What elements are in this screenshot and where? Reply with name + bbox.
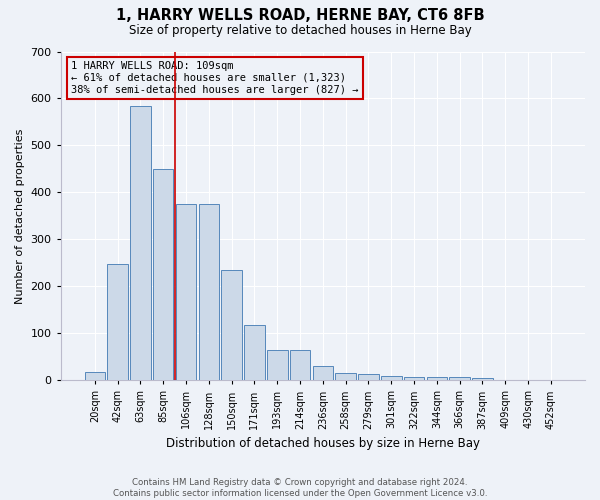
Bar: [427, 377, 447, 380]
Bar: [404, 377, 424, 380]
Bar: [290, 350, 310, 380]
Bar: [358, 374, 379, 380]
Bar: [107, 264, 128, 380]
Bar: [449, 377, 470, 380]
Bar: [199, 204, 219, 380]
Bar: [381, 376, 401, 380]
Text: 1, HARRY WELLS ROAD, HERNE BAY, CT6 8FB: 1, HARRY WELLS ROAD, HERNE BAY, CT6 8FB: [116, 8, 484, 22]
Text: Contains HM Land Registry data © Crown copyright and database right 2024.
Contai: Contains HM Land Registry data © Crown c…: [113, 478, 487, 498]
Bar: [472, 378, 493, 380]
Bar: [153, 169, 173, 380]
Text: 1 HARRY WELLS ROAD: 109sqm
← 61% of detached houses are smaller (1,323)
38% of s: 1 HARRY WELLS ROAD: 109sqm ← 61% of deta…: [71, 62, 359, 94]
Y-axis label: Number of detached properties: Number of detached properties: [15, 128, 25, 304]
Bar: [335, 373, 356, 380]
Bar: [130, 106, 151, 380]
X-axis label: Distribution of detached houses by size in Herne Bay: Distribution of detached houses by size …: [166, 437, 480, 450]
Bar: [244, 325, 265, 380]
Bar: [85, 372, 105, 380]
Bar: [313, 366, 333, 380]
Text: Size of property relative to detached houses in Herne Bay: Size of property relative to detached ho…: [128, 24, 472, 37]
Bar: [176, 204, 196, 380]
Bar: [267, 350, 287, 380]
Bar: [221, 270, 242, 380]
